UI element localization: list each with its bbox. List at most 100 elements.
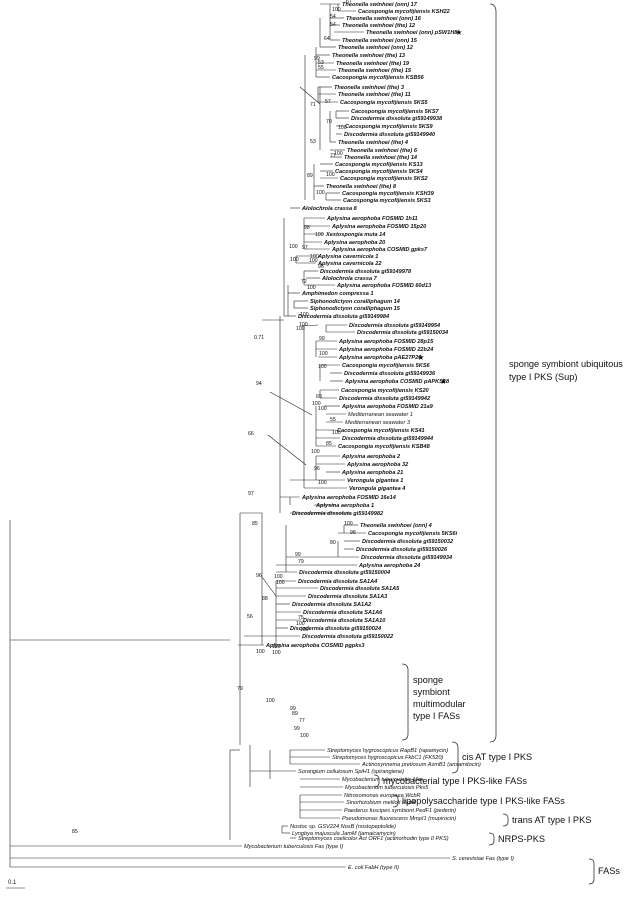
bootstrap-value: 100: [318, 406, 327, 412]
bootstrap-value: 100: [296, 621, 305, 627]
leaf-label: Aplysina aerophoba COSMID pgpks3: [265, 643, 365, 649]
leaf-label: Cacospongia mycofijiensis 5KS2: [340, 176, 429, 182]
leaf-label: Alolochrola crassa 8: [301, 206, 358, 212]
leaf-label: Cacospongia mycofijiensis 5KS9: [345, 124, 434, 130]
node-arrow: [267, 434, 307, 466]
bootstrap-value: 100: [318, 480, 327, 486]
bootstrap-value: 98: [350, 530, 356, 536]
leaf-label: Cacospongia mycofijiensis 5KS6i: [368, 531, 458, 537]
leaf-label: Aplysina aerophoba FOSMID 16e14: [301, 495, 397, 501]
leaf-label: Theonella swinhoei (the) 15: [338, 68, 412, 74]
leaf-label: Cacospongia mycofijiensis 5KS6: [342, 363, 431, 369]
node-arrow: [299, 86, 321, 105]
bootstrap-value: 80: [330, 540, 336, 546]
leaf-label: Discodermia dissoluta gi59149982: [292, 511, 384, 517]
leaf-label: Xestospongia muta 14: [325, 232, 386, 238]
leaf-label: Mycobacterium tuberculosis Pks5: [345, 785, 429, 791]
clade-cis-at-label: cis AT type I PKS: [462, 752, 532, 762]
leaf-label: Amphimedon compressa 1: [301, 291, 374, 297]
clade-fas-label-3: multimodular: [413, 699, 466, 709]
leaf-label: Discodermia dissoluta gi59149934: [361, 555, 453, 561]
bootstrap-value: 75: [298, 615, 304, 621]
bootstrap-value: 100: [338, 125, 347, 131]
scale-bar: 0.1: [6, 880, 25, 889]
bootstrap-value: 98: [304, 225, 310, 231]
bootstrap-value: 100: [311, 449, 320, 455]
leaf-label: Theonella swinhoei (the) 11: [338, 92, 411, 98]
leaf-label: Nostoc sp. GSV224 NosB (nostopeptolide): [290, 824, 396, 830]
bootstrap-value: 100: [299, 322, 308, 328]
star-marker-icon: ★: [455, 28, 462, 37]
leaf-label: Aplysina aerophoba 24: [358, 563, 421, 569]
leaf-label: Discodermia dissoluta SA1A4: [298, 579, 378, 585]
leaf-label: Cacospongia mycofijiensis KSB56: [332, 75, 425, 81]
leaf-label: Sorangium cellulosum SpiH1 (spirangiene): [298, 769, 404, 775]
node-arrow: [301, 324, 319, 327]
bootstrap-value: 100: [290, 257, 299, 263]
leaf-label: Cacospongia mycofijiensis KSH39: [342, 191, 435, 197]
bootstrap-value: 54: [330, 14, 336, 20]
bootstrap-value: 89: [307, 173, 313, 179]
clade-nrps: NRPS-PKS: [488, 832, 545, 846]
bootstrap-value: 100: [319, 351, 328, 357]
bootstrap-value: 79: [237, 686, 243, 692]
clade-trans-at-bracket: [502, 813, 509, 827]
leaf-label: Aplysina aerophoba 1: [315, 503, 374, 509]
leaf-label: Lyngbya majuscula JamM (jamaicamycin): [292, 831, 396, 837]
clade-sup-bracket: [489, 3, 497, 743]
leaf-label: Aplysina aerophoba FOSMID 21a9: [341, 404, 434, 410]
leaf-label: Theonella swinhoei (onn) pSW1H8: [366, 30, 458, 36]
clade-nrps-bracket: [488, 832, 495, 846]
bootstrap-value: 100: [300, 733, 309, 739]
bootstrap-value: 57: [325, 99, 331, 105]
node-arrow: [261, 576, 277, 597]
bootstrap-value: 53: [310, 139, 316, 145]
bootstrap-value: 69: [316, 394, 322, 400]
leaf-label: Theonella swinhoei (the) 3: [334, 85, 405, 91]
leaf-label: Aplysina aerophoba FOSMID 60d13: [336, 283, 432, 289]
bootstrap-value: 0.71: [254, 335, 264, 341]
bootstrap-value: 99: [294, 726, 300, 732]
bootstrap-value: 85: [72, 829, 78, 835]
bootstrap-value: 85: [252, 521, 258, 527]
leaf-label: Cacospongia mycofijiensis 5KS5: [340, 100, 429, 106]
leaf-label: Actinosynnema pretiosum AsmB1 (ansamitoc…: [361, 762, 481, 768]
leaf-label: Cacospongia mycofijiensis 5KS4: [335, 169, 424, 175]
leaf-label: Theonella swinhoei (the) 14: [344, 155, 418, 161]
leaf-label: Discodermia dissoluta gi59150034: [357, 330, 449, 336]
clade-lps: lipopolysaccharide type I PKS-like FASs: [392, 794, 565, 808]
bootstrap-value: 77: [330, 153, 336, 159]
bootstrap-value: 54: [330, 22, 336, 28]
clade-fass-label: FASs: [598, 866, 620, 876]
bootstrap-value: 55: [330, 417, 336, 423]
bootstrap-value: 53: [318, 60, 324, 66]
leaf-label: Cacospongia mycofijiensis KSB48: [338, 444, 431, 450]
bootstrap-value: 99: [295, 552, 301, 558]
bootstrap-value: 100: [300, 312, 309, 318]
leaf-label: Mycobacterium tuberculosis Mas: [342, 777, 424, 783]
clade-fas-bracket: [401, 663, 409, 741]
leaf-label: Theonella swinhoei (onn) 16: [346, 16, 422, 22]
bootstrap-value: 96: [318, 264, 324, 270]
leaf-label: Discodermia dissoluta SA1A3: [308, 594, 388, 600]
bootstrap-value: 100: [272, 650, 281, 656]
bootstrap-value: 77: [299, 718, 305, 724]
bootstrap-value: 71: [310, 102, 316, 108]
leaf-label: Discodermia dissoluta gi59150026: [356, 547, 448, 553]
leaf-label: Discodermia dissoluta gi59150024: [290, 626, 382, 632]
leaf-label: Cacospongia mycofijiensis KSH22: [358, 9, 451, 15]
leaf-label: Discodermia dissoluta gi59149938: [351, 116, 443, 122]
clade-fas-label-2: symbiont: [413, 687, 450, 697]
leaf-label: Paederus fuscipes symbiont PedF1 (pederi…: [344, 808, 456, 814]
leaf-label: Theonella swinhoei (the) 8: [326, 184, 397, 190]
bootstrap-value: 99: [290, 706, 296, 712]
leaf-label: Theonella swinhoei (onn) 15: [342, 38, 418, 44]
clade-trans-at: trans AT type I PKS: [502, 813, 591, 827]
bootstrap-value: 99: [314, 56, 320, 62]
leaf-label: Aplysina aerophoba FOSMID 1h11: [326, 216, 418, 222]
leaf-label: Alolochrola crassa 7: [321, 276, 378, 282]
leaf-label: Theonella swinhoei (the) 19: [336, 61, 410, 67]
tree-branches: [9, 3, 450, 868]
bootstrap-value: 100: [274, 574, 283, 580]
bootstrap-value: 100: [315, 232, 324, 238]
